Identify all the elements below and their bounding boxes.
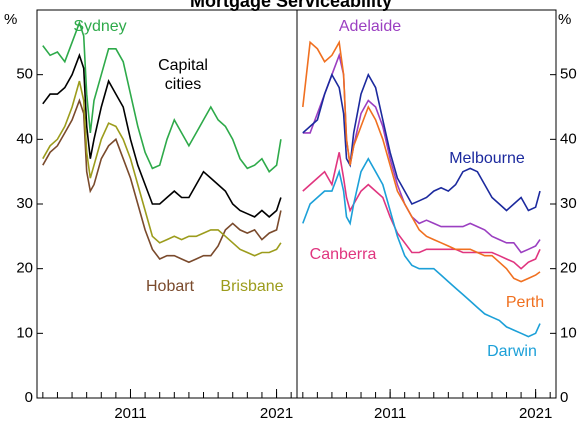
series-line bbox=[42, 20, 282, 173]
x-tick-label: 2011 bbox=[374, 405, 406, 422]
series-line bbox=[302, 39, 541, 283]
series-label: Adelaide bbox=[338, 18, 402, 35]
series-label: Darwin bbox=[487, 343, 537, 360]
y-axis-label: % bbox=[4, 11, 17, 28]
y-tick-label: 20 bbox=[16, 260, 33, 277]
series-line bbox=[302, 152, 541, 270]
y-axis-label: % bbox=[558, 11, 571, 28]
series-line bbox=[302, 157, 541, 338]
y-tick-label: 40 bbox=[560, 130, 577, 147]
y-tick-label: 20 bbox=[560, 260, 577, 277]
x-tick-label: 2021 bbox=[519, 405, 552, 422]
y-tick-label: 40 bbox=[16, 130, 33, 147]
series-line bbox=[302, 72, 541, 212]
y-tick-label: 10 bbox=[16, 324, 33, 341]
x-tick-label: 2021 bbox=[260, 405, 293, 422]
series-label: Melbourne bbox=[449, 150, 525, 167]
x-tick-label: 2011 bbox=[114, 405, 146, 422]
y-tick-label: 10 bbox=[560, 324, 577, 341]
plot-frame bbox=[296, 9, 557, 399]
series-label: Brisbane bbox=[220, 278, 284, 295]
series-line bbox=[42, 80, 282, 257]
y-tick-label: 30 bbox=[16, 195, 33, 212]
series-label: Sydney bbox=[73, 18, 127, 35]
y-tick-label: 50 bbox=[16, 66, 33, 83]
y-tick-label: 0 bbox=[560, 389, 568, 406]
series-label: Perth bbox=[505, 294, 545, 311]
series-label: Capital cities bbox=[158, 57, 208, 93]
y-tick-label: 50 bbox=[560, 66, 577, 83]
y-tick-label: 30 bbox=[560, 195, 577, 212]
series-line bbox=[42, 52, 282, 218]
series-label: Canberra bbox=[309, 246, 377, 263]
chart-title: Mortgage Serviceability bbox=[190, 0, 392, 11]
y-tick-label: 0 bbox=[25, 389, 33, 406]
series-line bbox=[42, 98, 282, 264]
series-label: Hobart bbox=[145, 278, 195, 295]
